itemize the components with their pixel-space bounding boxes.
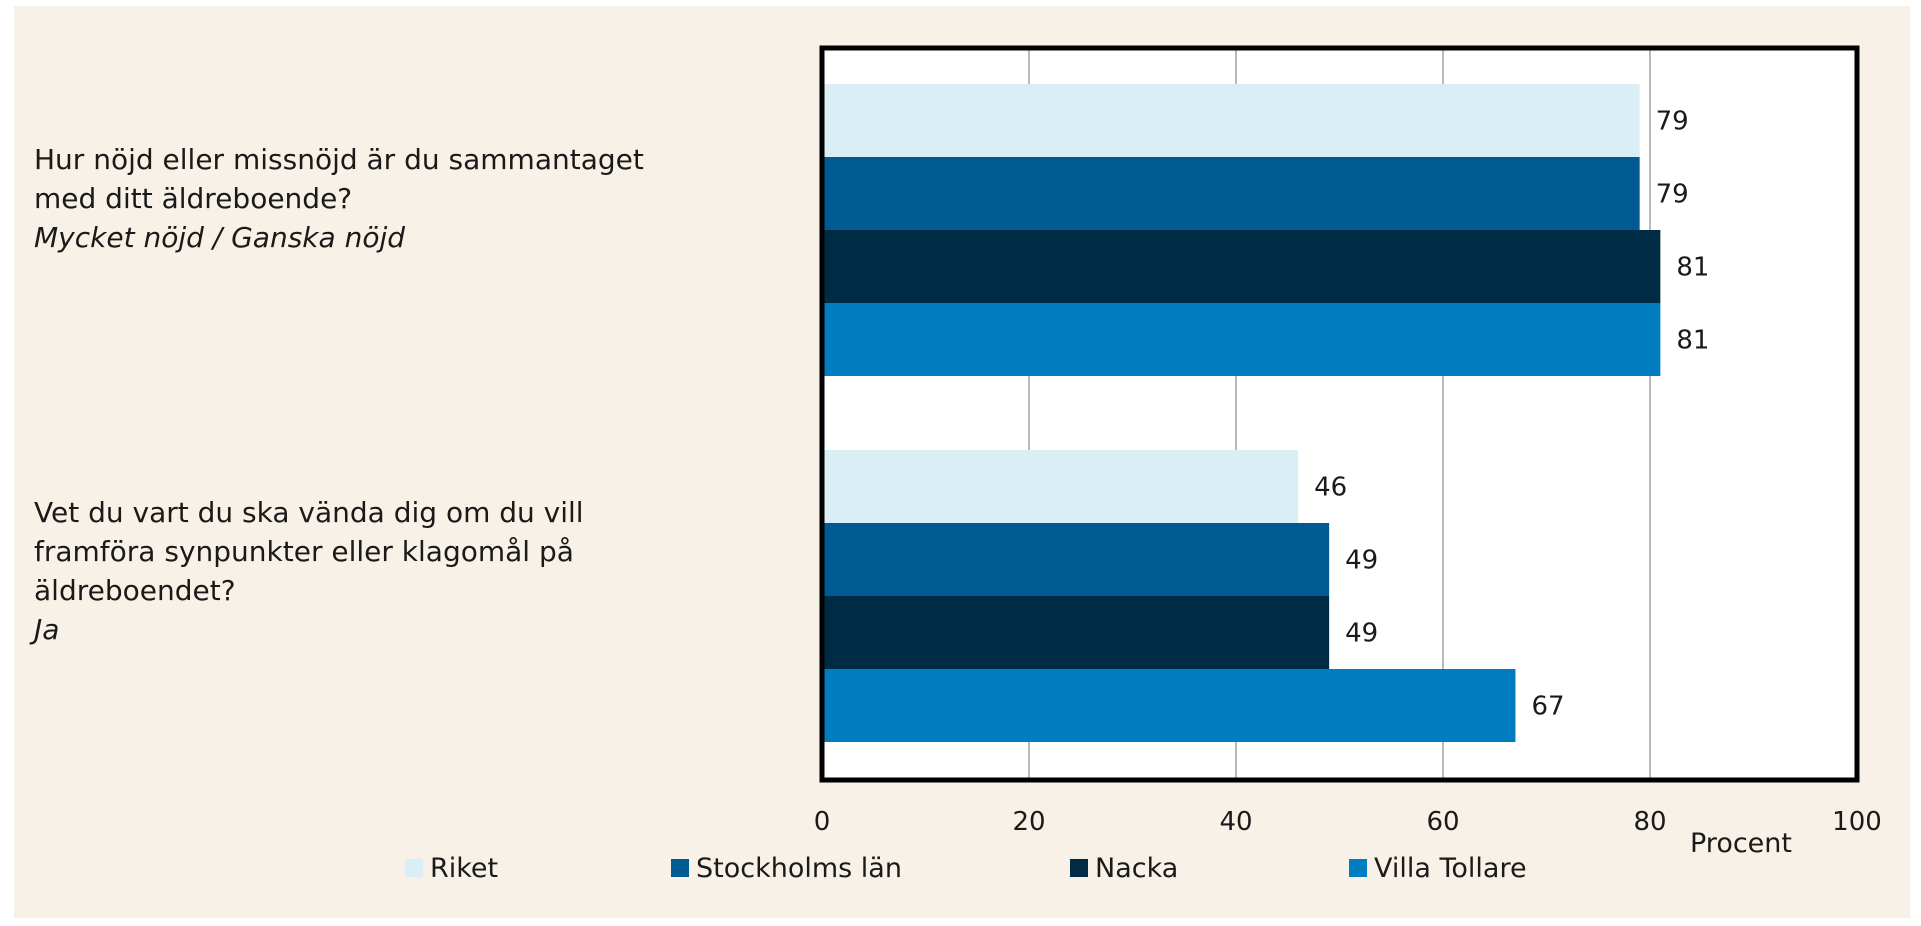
legend-swatch	[405, 859, 423, 877]
bar	[822, 450, 1299, 523]
data-label: 49	[1345, 619, 1378, 649]
legend-label: Villa Tollare	[1374, 852, 1527, 884]
legend-label: Stockholms län	[696, 852, 902, 884]
plot-frame	[819, 45, 1860, 783]
x-tick-label: 0	[814, 807, 831, 837]
x-tick-label: 40	[1219, 807, 1252, 837]
bar	[822, 157, 1640, 230]
x-tick-label: 20	[1012, 807, 1045, 837]
data-label: 79	[1656, 107, 1689, 137]
bar	[822, 669, 1516, 742]
data-label: 81	[1676, 326, 1709, 356]
data-label: 49	[1345, 546, 1378, 576]
data-label: 67	[1531, 692, 1564, 722]
x-tick-label: 60	[1426, 807, 1459, 837]
data-label: 46	[1314, 473, 1347, 503]
legend-item-villa-tollare: Villa Tollare	[1349, 850, 1527, 886]
legend-swatch	[1070, 859, 1088, 877]
bar	[822, 596, 1330, 669]
x-tick-label: 100	[1832, 807, 1882, 837]
data-label: 81	[1676, 253, 1709, 283]
bar	[822, 230, 1661, 303]
legend-item-stockholms-lan: Stockholms län	[671, 850, 902, 886]
legend-swatch	[1349, 859, 1367, 877]
data-label: 79	[1656, 180, 1689, 210]
bar	[822, 523, 1330, 596]
question-label-satisfaction: Hur nöjd eller missnöjd är du sammantage…	[34, 140, 654, 257]
question-text: Hur nöjd eller missnöjd är du sammantage…	[34, 143, 644, 215]
x-tick-label: 80	[1633, 807, 1666, 837]
legend-item-nacka: Nacka	[1070, 850, 1178, 886]
legend-item-riket: Riket	[405, 850, 498, 886]
question-answer: Ja	[34, 613, 60, 646]
x-axis-title: Procent	[1690, 828, 1792, 859]
question-label-complaints: Vet du vart du ska vända dig om du vill …	[34, 493, 654, 649]
bar	[822, 303, 1661, 376]
question-text: Vet du vart du ska vända dig om du vill …	[34, 496, 584, 607]
legend-label: Riket	[430, 852, 499, 884]
legend-swatch	[671, 859, 689, 877]
legend-label: Nacka	[1095, 852, 1179, 884]
bar	[822, 84, 1640, 157]
question-answer: Mycket nöjd / Ganska nöjd	[34, 221, 405, 254]
